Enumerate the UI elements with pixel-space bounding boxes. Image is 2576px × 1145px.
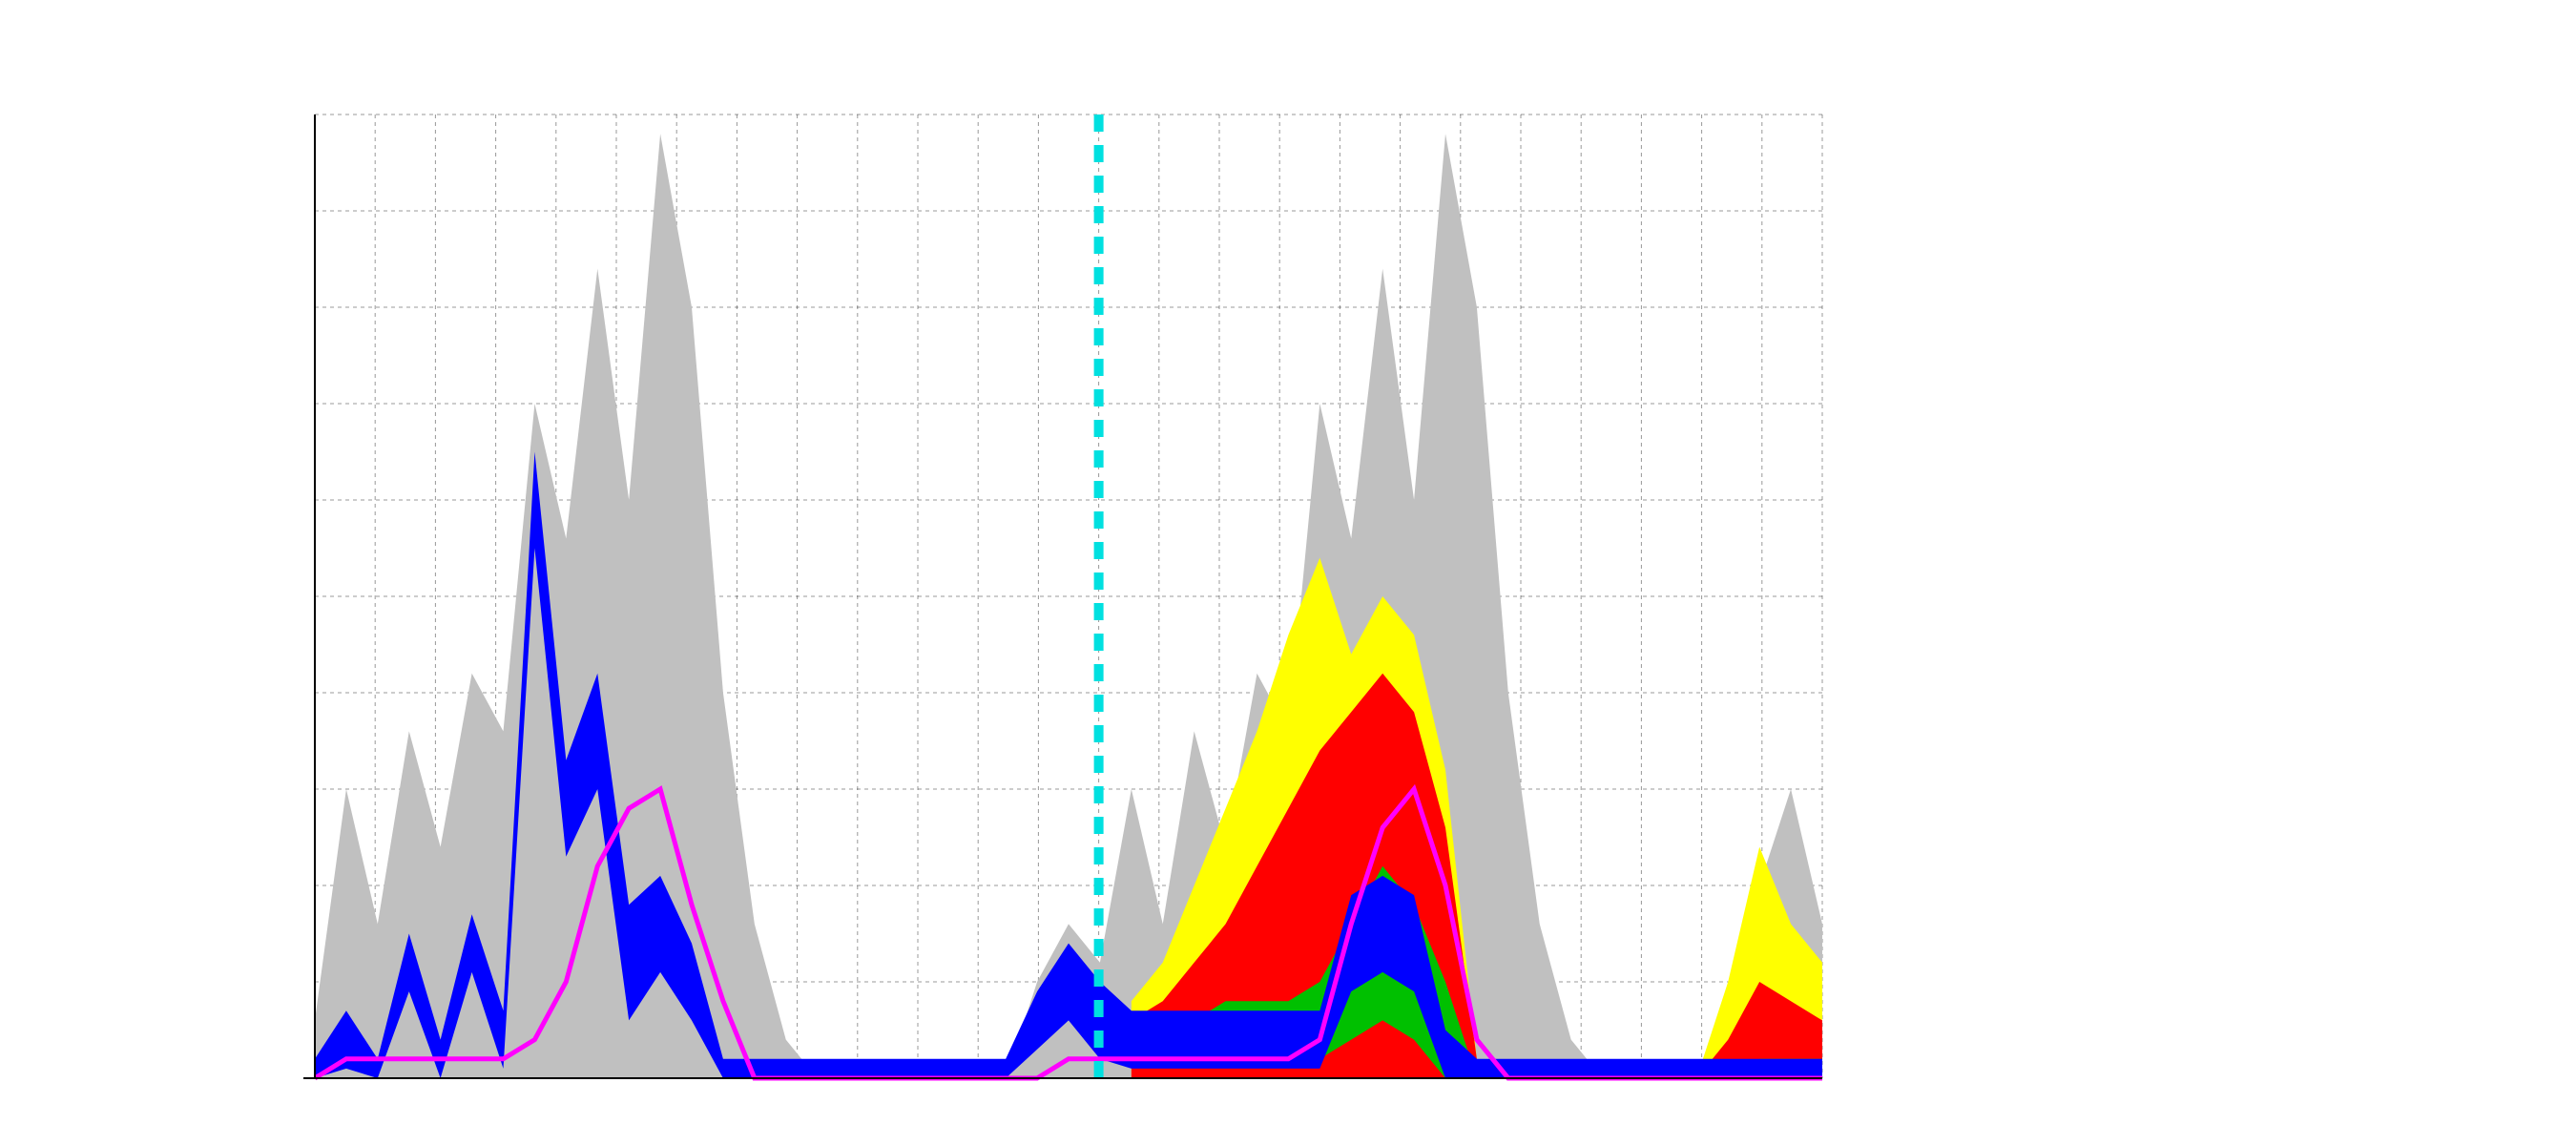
chart-svg (0, 0, 2576, 1145)
chart-container (0, 0, 2576, 1145)
